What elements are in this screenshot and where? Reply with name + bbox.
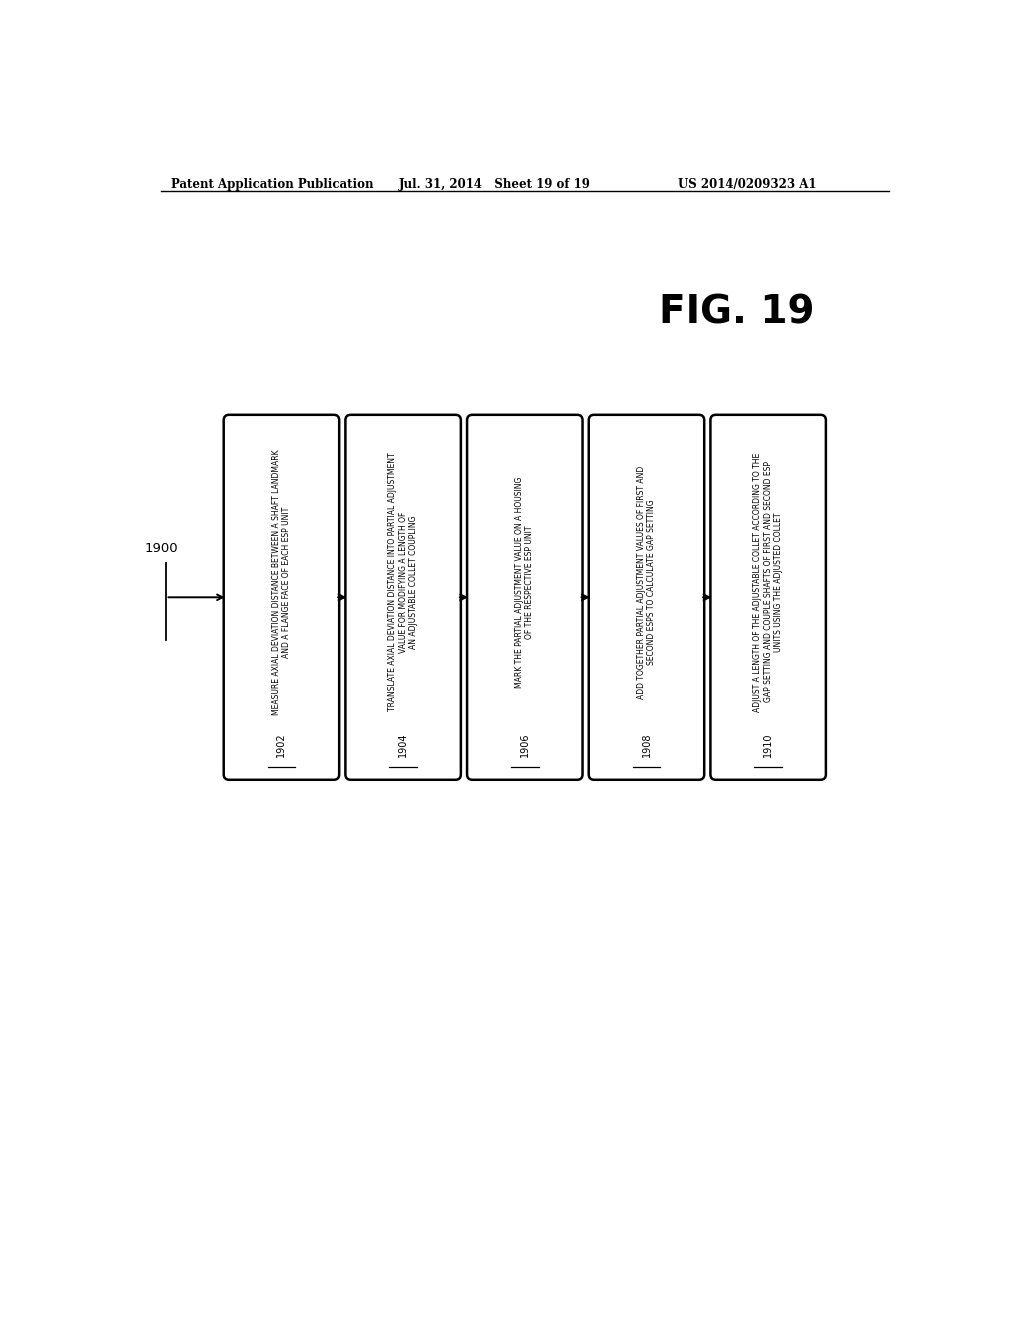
Text: 1908: 1908 [641,733,651,758]
Text: 1910: 1910 [763,733,773,758]
Text: Jul. 31, 2014   Sheet 19 of 19: Jul. 31, 2014 Sheet 19 of 19 [399,178,591,190]
Text: ADJUST A LENGTH OF THE ADJUSTABLE COLLET ACCORDING TO THE
GAP SETTING AND COUPLE: ADJUST A LENGTH OF THE ADJUSTABLE COLLET… [754,453,783,711]
Text: US 2014/0209323 A1: US 2014/0209323 A1 [678,178,817,190]
Text: MEASURE AXIAL DEVIATION DISTANCE BETWEEN A SHAFT LANDMARK
AND A FLANGE FACE OF E: MEASURE AXIAL DEVIATION DISTANCE BETWEEN… [271,449,291,714]
Text: 1906: 1906 [520,733,529,758]
Text: ADD TOGETHER PARTIAL ADJUSTMENT VALUES OF FIRST AND
SECOND ESPS TO CALCULATE GAP: ADD TOGETHER PARTIAL ADJUSTMENT VALUES O… [637,465,656,698]
Text: MARK THE PARTIAL ADJUSTMENT VALUE ON A HOUSING
OF THE RESPECTIVE ESP UNIT: MARK THE PARTIAL ADJUSTMENT VALUE ON A H… [515,477,535,688]
FancyBboxPatch shape [223,414,339,780]
FancyBboxPatch shape [589,414,705,780]
Text: 1904: 1904 [398,733,409,758]
Text: Patent Application Publication: Patent Application Publication [171,178,373,190]
Text: 1902: 1902 [276,733,287,758]
FancyBboxPatch shape [345,414,461,780]
Text: FIG. 19: FIG. 19 [658,293,814,331]
FancyBboxPatch shape [711,414,826,780]
Text: TRANSLATE AXIAL DEVIATION DISTANCE INTO PARTIAL ADJUSTMENT
VALUE FOR MODIFYING A: TRANSLATE AXIAL DEVIATION DISTANCE INTO … [388,453,418,711]
Text: 1900: 1900 [145,543,178,554]
FancyBboxPatch shape [467,414,583,780]
